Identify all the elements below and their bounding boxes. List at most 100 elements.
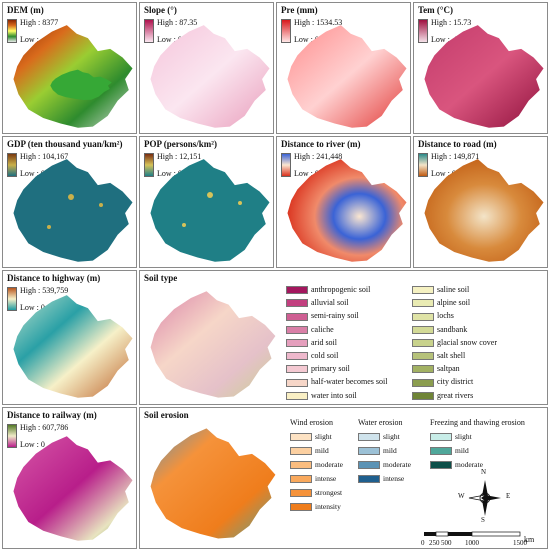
legend-label: great rivers: [437, 390, 474, 400]
soil-erosion-map: [150, 428, 276, 539]
legend-label: slight: [455, 432, 472, 441]
legend-label: slight: [315, 432, 332, 441]
legend-label: strongest: [315, 488, 343, 497]
soil-type-title: Soil type: [144, 273, 178, 283]
legend-label: water into soil: [311, 390, 357, 400]
legend-swatch: [286, 286, 308, 295]
pre-map: [287, 25, 407, 128]
legend-swatch: [290, 433, 312, 442]
railway-legend-low: Low : 0: [20, 440, 45, 449]
scale-tick-label: 0: [421, 539, 425, 547]
gdp-panel: GDP (ten thousand yuan/km²) High : 104,1…: [2, 136, 137, 268]
legend-label: moderate: [455, 460, 483, 469]
pre-legend-low: Low : 0: [294, 35, 319, 44]
scale-tick-label: 1500: [513, 539, 527, 547]
scale-unit: km: [524, 535, 535, 544]
legend-item: moderate: [430, 460, 483, 470]
legend-label: intense: [315, 474, 337, 483]
tem-legend-high: High : 15.73: [431, 18, 472, 27]
legend-item: slight: [430, 432, 472, 442]
dem-map: [13, 25, 133, 128]
legend-swatch: [290, 447, 312, 456]
legend-swatch: [290, 503, 312, 512]
legend-swatch: [430, 433, 452, 442]
gdp-legend-high: High : 104,167: [20, 152, 69, 161]
pop-legend-low: Low : 0: [157, 169, 182, 178]
slope-map: [150, 25, 270, 128]
legend-item: city district: [412, 377, 473, 387]
compass-s-label: S: [481, 516, 485, 524]
gdp-legend-ramp: [7, 153, 17, 177]
legend-swatch: [290, 475, 312, 484]
legend-swatch: [286, 299, 308, 308]
legend-swatch: [290, 489, 312, 498]
pop-legend-high: High : 12,151: [157, 152, 202, 161]
legend-label: moderate: [315, 460, 343, 469]
compass-n-label: N: [481, 468, 487, 476]
road-legend-high: High : 149,871: [431, 152, 480, 161]
soil-type-panel: Soil type anthropogenic soil alluvial soi…: [139, 270, 548, 405]
railway-legend-ramp: [7, 424, 17, 448]
tem-title: Tem (°C): [418, 5, 454, 15]
railway-title: Distance to railway (m): [7, 410, 97, 420]
legend-swatch: [358, 433, 380, 442]
legend-item: salt shell: [412, 351, 465, 361]
legend-swatch: [286, 325, 308, 334]
pop-map: [150, 159, 270, 262]
legend-label: intensity: [315, 502, 341, 511]
legend-item: slight: [290, 432, 332, 442]
legend-swatch: [286, 312, 308, 321]
legend-swatch: [358, 447, 380, 456]
legend-swatch: [412, 365, 434, 374]
legend-item: intense: [290, 474, 337, 484]
gdp-map: [13, 159, 133, 262]
railway-panel: Distance to railway (m) High : 607,786 L…: [2, 407, 137, 549]
road-title: Distance to road (m): [418, 139, 497, 149]
slope-panel: Slope (°) High : 87.35 Low : 0: [139, 2, 274, 134]
legend-item: great rivers: [412, 391, 473, 400]
legend-item: slight: [358, 432, 400, 442]
railway-legend-high: High : 607,786: [20, 423, 69, 432]
legend-swatch: [412, 352, 434, 361]
dem-legend-low: Low : -17: [20, 35, 52, 44]
legend-swatch: [358, 475, 380, 484]
gdp-title: GDP (ten thousand yuan/km²): [7, 139, 123, 149]
legend-item: alpine soil: [412, 298, 470, 308]
legend-swatch: [286, 391, 308, 400]
dem-legend-ramp: [7, 19, 17, 43]
legend-swatch: [358, 461, 380, 470]
legend-item: primary soil: [286, 364, 350, 374]
legend-item: caliche: [286, 325, 334, 334]
legend-swatch: [430, 447, 452, 456]
gdp-legend-low: Low : 0: [20, 169, 45, 178]
dem-panel: DEM (m) High : 8377 Low : -17: [2, 2, 137, 134]
river-legend-high: High : 241,448: [294, 152, 343, 161]
railway-map: [13, 436, 133, 541]
legend-label: moderate: [383, 460, 411, 469]
highway-title: Distance to highway (m): [7, 273, 101, 283]
road-panel: Distance to road (m) High : 149,871 Low …: [413, 136, 548, 268]
legend-swatch: [430, 461, 452, 470]
tem-map: [424, 25, 544, 128]
pre-title: Pre (mm): [281, 5, 318, 15]
legend-swatch: [412, 299, 434, 308]
legend-label: cold soil: [311, 351, 339, 360]
river-legend-low: Low : 0: [294, 169, 319, 178]
highway-legend-ramp: [7, 287, 17, 311]
legend-item: moderate: [358, 460, 411, 470]
legend-label: saltpan: [437, 364, 460, 374]
legend-item: intensity: [290, 502, 341, 512]
legend-item: arid soil: [286, 338, 337, 347]
legend-swatch: [286, 378, 308, 387]
legend-item: anthropogenic soil: [286, 285, 370, 295]
legend-label: glacial snow cover: [437, 337, 497, 347]
compass-w-label: W: [458, 492, 465, 500]
legend-label: half-water becomes soil: [311, 377, 388, 387]
legend-item: mild: [358, 446, 397, 456]
legend-label: intense: [383, 474, 405, 483]
legend-item: mild: [430, 446, 469, 456]
legend-label: mild: [383, 446, 397, 455]
compass-rose: [468, 480, 501, 516]
legend-swatch: [412, 391, 434, 400]
legend-item: half-water becomes soil: [286, 377, 388, 387]
